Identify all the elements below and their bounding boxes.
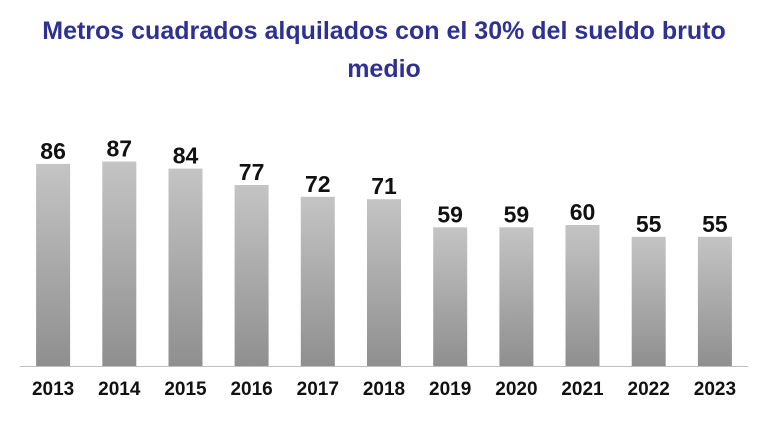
bar-2013 xyxy=(36,163,71,366)
chart-title: Metros cuadrados alquilados con el 30% d… xyxy=(0,12,768,88)
x-tick-label-2021: 2021 xyxy=(561,379,604,400)
x-tick-label-2014: 2014 xyxy=(98,379,141,400)
x-tick-label-2018: 2018 xyxy=(363,379,405,400)
data-label-2016: 77 xyxy=(239,159,265,185)
bar-2023 xyxy=(697,236,732,367)
data-label-2021: 60 xyxy=(570,199,596,225)
chart-title-line-2: medio xyxy=(347,55,421,83)
data-label-2019: 59 xyxy=(437,201,463,227)
data-label-2017: 72 xyxy=(305,171,331,197)
bar-2019 xyxy=(433,227,468,366)
bars-group xyxy=(36,161,732,367)
bar-2016 xyxy=(234,185,269,366)
data-label-2014: 87 xyxy=(107,136,133,162)
x-tick-label-2013: 2013 xyxy=(32,379,74,400)
x-tick-labels-group: 2013 2014 2015 2016 2017 2018 2019 2020 2021 2022… xyxy=(32,379,736,400)
data-label-2023: 55 xyxy=(702,211,728,237)
x-tick-label-2016: 2016 xyxy=(230,379,272,400)
data-label-2020: 59 xyxy=(504,201,530,227)
value-labels-group: 86 87 84 77 72 71 59 59 60 55 55 xyxy=(40,136,728,237)
chart-title-line-1: Metros cuadrados alquilados con el 30% d… xyxy=(42,17,726,45)
bar-2015 xyxy=(168,168,203,366)
x-tick-label-2015: 2015 xyxy=(164,379,207,400)
bar-2022 xyxy=(631,236,666,367)
bar-2018 xyxy=(367,199,401,366)
bar-2021 xyxy=(565,225,600,366)
data-label-2013: 86 xyxy=(40,138,66,164)
bar-2020 xyxy=(499,227,534,366)
bar-2017 xyxy=(300,196,335,366)
x-tick-label-2020: 2020 xyxy=(495,379,537,400)
bar-2014 xyxy=(102,161,137,366)
x-tick-label-2022: 2022 xyxy=(628,379,670,400)
x-tick-label-2019: 2019 xyxy=(429,379,471,400)
data-label-2018: 71 xyxy=(371,173,397,199)
data-label-2015: 84 xyxy=(173,143,199,169)
x-tick-label-2023: 2023 xyxy=(694,379,736,400)
data-label-2022: 55 xyxy=(636,211,662,237)
x-tick-label-2017: 2017 xyxy=(297,379,339,400)
